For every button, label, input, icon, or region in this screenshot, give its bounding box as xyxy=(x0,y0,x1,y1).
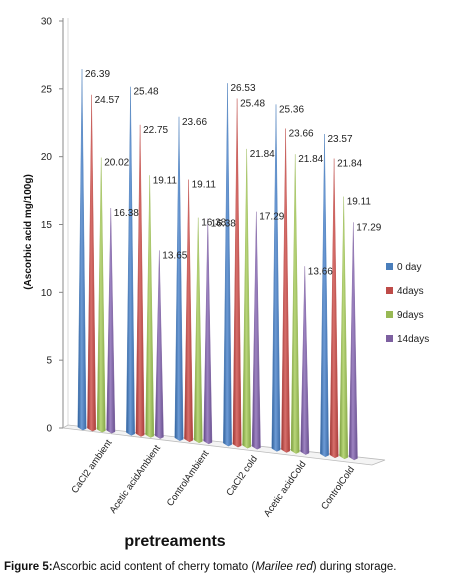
bar xyxy=(203,218,213,445)
data-label: 21.84 xyxy=(337,159,362,170)
data-label: 25.48 xyxy=(134,87,159,98)
figure-caption: Figure 5:Ascorbic acid content of cherry… xyxy=(4,561,450,573)
bar xyxy=(135,124,145,437)
data-label: 19.11 xyxy=(192,180,217,191)
bar xyxy=(96,157,106,433)
legend-label: 9days xyxy=(397,310,424,321)
data-label: 26.39 xyxy=(85,69,110,80)
y-tick-label: 10 xyxy=(41,288,53,299)
chart: 0 5 10 15 20 25 30 26.39 24.57 20.02 16.38 25.48 22… xyxy=(23,17,429,551)
caption-text-before: Ascorbic acid content of cherry tomato ( xyxy=(52,561,256,573)
category-label: Acetic acidCold xyxy=(262,459,309,519)
data-label: 17.29 xyxy=(259,212,284,223)
bar xyxy=(242,148,252,449)
legend-swatch xyxy=(386,311,393,318)
x-axis-title: pretreaments xyxy=(124,533,225,550)
bar xyxy=(300,266,310,455)
data-label: 23.57 xyxy=(328,134,353,145)
y-axis-ticks: 0 5 10 15 20 25 30 xyxy=(41,17,63,435)
legend-label: 14days xyxy=(397,334,429,345)
legend-swatch xyxy=(386,287,393,294)
data-label: 24.57 xyxy=(95,95,120,106)
data-label: 16.38 xyxy=(211,219,236,230)
data-label: 26.53 xyxy=(231,83,256,94)
bar xyxy=(348,222,358,461)
y-tick-label: 30 xyxy=(41,17,53,28)
caption-italic-cultivar: Marilee red xyxy=(255,561,313,573)
data-label: 19.11 xyxy=(153,175,178,186)
data-label: 25.36 xyxy=(279,104,304,115)
category-label: Acetic acidAmbient xyxy=(108,443,164,516)
data-label: 25.48 xyxy=(240,98,265,109)
data-label: 23.66 xyxy=(289,128,314,139)
bar xyxy=(184,179,194,443)
data-labels: 26.39 24.57 20.02 16.38 25.48 22.75 19.11 13.65… xyxy=(85,69,382,277)
data-label: 13.65 xyxy=(162,250,187,261)
bar xyxy=(193,217,203,444)
caption-label: Figure 5: xyxy=(4,561,53,573)
bar xyxy=(223,83,232,447)
bar xyxy=(77,69,87,431)
legend-swatch xyxy=(386,263,393,270)
legend-label: 4days xyxy=(397,286,424,297)
data-label: 20.02 xyxy=(104,158,129,169)
bar xyxy=(87,94,97,432)
bar xyxy=(281,128,291,453)
y-tick-label: 15 xyxy=(41,220,53,231)
category-label: ControlCold xyxy=(319,464,357,511)
bar xyxy=(126,86,135,436)
bar xyxy=(271,104,281,452)
y-tick-label: 25 xyxy=(41,84,53,95)
data-label: 21.84 xyxy=(250,149,275,160)
legend: 0 day 4days 9days 14days xyxy=(386,262,429,345)
category-label: CaCl2 ambient xyxy=(69,438,114,496)
data-label: 23.66 xyxy=(182,117,207,128)
data-label: 13.66 xyxy=(308,266,333,277)
bars xyxy=(77,69,358,461)
y-tick-label: 5 xyxy=(46,356,52,367)
bar xyxy=(320,133,329,457)
caption-text-after: ) during storage. xyxy=(312,561,397,573)
legend-swatch xyxy=(386,335,393,342)
bar xyxy=(251,211,261,450)
bar xyxy=(154,250,164,439)
bar xyxy=(145,175,155,438)
data-label: 19.11 xyxy=(347,197,372,208)
data-label: 21.84 xyxy=(298,154,323,165)
data-label: 16.38 xyxy=(201,218,226,229)
bar xyxy=(329,158,339,459)
bar xyxy=(174,116,184,441)
data-label: 17.29 xyxy=(356,222,381,233)
legend-label: 0 day xyxy=(397,262,421,273)
bar xyxy=(339,196,349,460)
y-tick-label: 20 xyxy=(41,152,53,163)
bar xyxy=(232,98,242,448)
y-tick-label: 0 xyxy=(46,424,52,435)
category-label: CaCl2 cold xyxy=(224,454,260,498)
data-label: 16.38 xyxy=(114,208,139,219)
y-axis-title: (Ascorbic acid mg/100g) xyxy=(23,174,34,290)
category-label: ControlAmbient xyxy=(165,448,212,508)
bar xyxy=(290,154,300,454)
data-label: 22.75 xyxy=(143,125,168,136)
bar xyxy=(106,208,116,434)
